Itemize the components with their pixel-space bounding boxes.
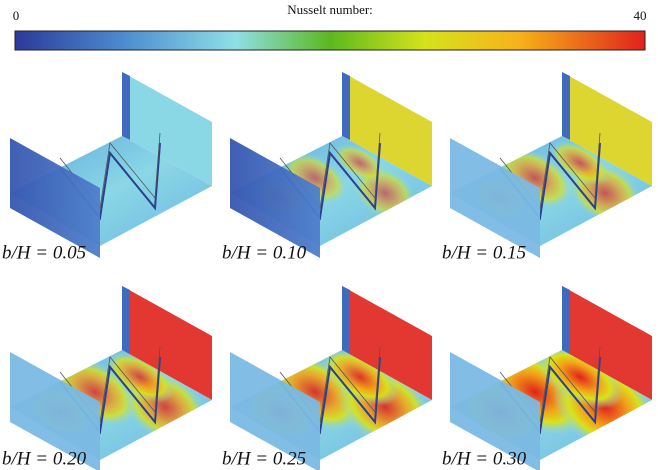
back-wall-edge (122, 72, 130, 140)
panel: b/H = 0.20 (2, 286, 220, 470)
colorbar-min: 0 (13, 8, 20, 23)
panel: b/H = 0.30 (442, 286, 658, 470)
panel: b/H = 0.25 (222, 286, 447, 470)
back-wall-edge (342, 286, 350, 354)
panel-label: b/H = 0.25 (222, 448, 306, 469)
panel-label: b/H = 0.05 (2, 242, 86, 263)
panel-label: b/H = 0.20 (2, 448, 87, 469)
panel-label: b/H = 0.30 (442, 448, 527, 469)
panel: b/H = 0.15 (442, 72, 653, 263)
colorbar (15, 31, 645, 50)
figure: Nusselt number: 0 40 b/H = 0.05 b/H = 0.1… (0, 0, 658, 470)
panel-label: b/H = 0.10 (222, 242, 307, 263)
panels: b/H = 0.05 b/H = 0.10 b/H = 0.15 b/H = 0.20… (2, 72, 658, 470)
colorbar-title: Nusselt number: (287, 2, 373, 17)
back-wall-edge (562, 286, 570, 354)
back-wall-edge (562, 72, 570, 140)
panel-label: b/H = 0.15 (442, 242, 526, 263)
panel: b/H = 0.05 (2, 72, 212, 263)
back-wall-edge (122, 286, 130, 354)
panel: b/H = 0.10 (222, 72, 432, 263)
colorbar-max: 40 (634, 8, 647, 23)
back-wall-edge (342, 72, 350, 140)
